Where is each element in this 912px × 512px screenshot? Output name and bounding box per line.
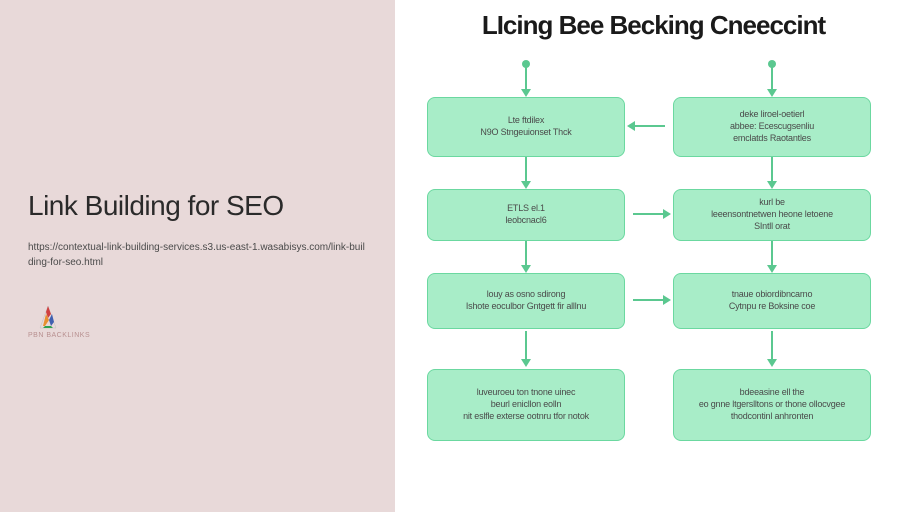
pbn-logo-icon <box>28 300 68 330</box>
flow-box-R3: tnaue obiordibncarnoCytnpu re Boksine co… <box>673 273 871 329</box>
flow-arrow <box>771 241 773 267</box>
flow-box-L4: luveuroeu ton tnone uinecbeurl enicllon … <box>427 369 625 441</box>
flow-arrow <box>771 331 773 361</box>
flow-arrow <box>633 299 665 301</box>
flow-arrow <box>771 65 773 91</box>
logo-text: PBN BACKLINKS <box>28 332 90 339</box>
flow-arrow <box>633 125 665 127</box>
page-title: Link Building for SEO <box>28 190 367 222</box>
chart-title: LIcing Bee Becking Cneeccint <box>395 10 912 41</box>
flow-arrow <box>525 157 527 183</box>
page-url: https://contextual-link-building-service… <box>28 240 367 270</box>
flow-arrow <box>525 241 527 267</box>
flow-box-R4: bdeeasine ell theeo gnne ltgerslltons or… <box>673 369 871 441</box>
flow-box-R2: kurl beleeensontnetwen heone letoeneSInt… <box>673 189 871 241</box>
left-panel: Link Building for SEO https://contextual… <box>0 0 395 512</box>
flow-arrow <box>525 331 527 361</box>
flow-box-L3: louy as osno sdirongIshote eoculbor Gntg… <box>427 273 625 329</box>
flow-box-L2: ETLS el.1leobcnacl6 <box>427 189 625 241</box>
logo: PBN BACKLINKS <box>28 300 367 339</box>
right-panel: LIcing Bee Becking Cneeccint Lte ftdilex… <box>395 0 912 512</box>
flowchart: Lte ftdilexN9O Stngeuionset Thck deke lir… <box>395 49 912 489</box>
flow-arrow <box>525 65 527 91</box>
flow-arrow <box>771 157 773 183</box>
flow-arrow <box>633 213 665 215</box>
flow-box-L1: Lte ftdilexN9O Stngeuionset Thck <box>427 97 625 157</box>
flow-box-R1: deke liroel-oetierlabbee: Ecescugsenliue… <box>673 97 871 157</box>
